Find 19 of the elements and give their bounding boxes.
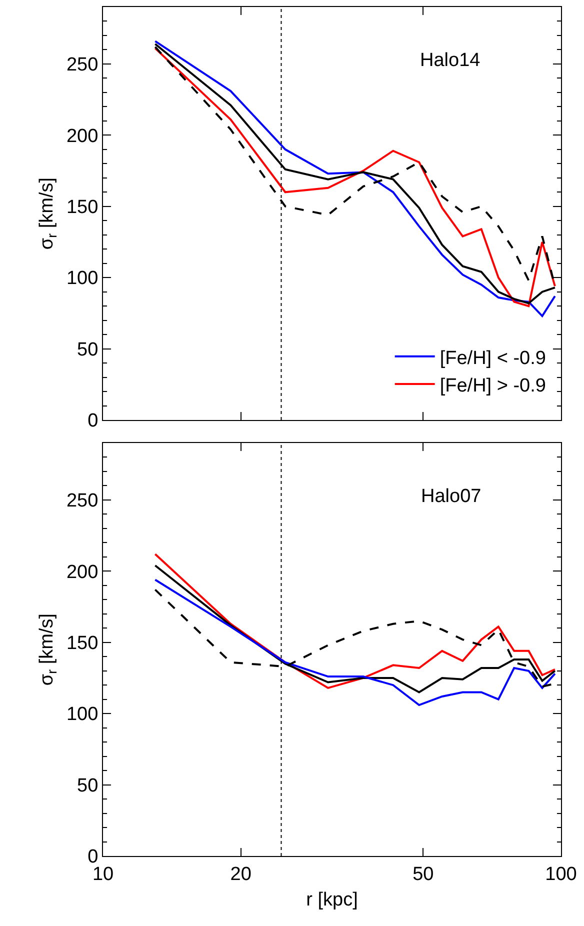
y-tick-label: 200 bbox=[66, 126, 98, 147]
legend-label: [Fe/H] < -0.9 bbox=[440, 348, 546, 369]
legend-label: [Fe/H] > -0.9 bbox=[440, 375, 546, 396]
y-tick-label: 250 bbox=[66, 490, 98, 512]
x-tick-label: 50 bbox=[412, 864, 434, 885]
text: Halo14 bbox=[420, 50, 481, 71]
x-tick-label: 100 bbox=[545, 864, 577, 885]
text: Halo07 bbox=[421, 486, 482, 507]
y-tick-label: 250 bbox=[66, 54, 98, 76]
y-tick-label: 150 bbox=[66, 197, 98, 218]
x-axis-title: r [kpc] bbox=[306, 890, 358, 911]
y-tick-label: 100 bbox=[66, 704, 98, 726]
x-tick-label: 20 bbox=[230, 864, 252, 885]
y-tick-label: 200 bbox=[66, 562, 98, 583]
y-tick-label: 0 bbox=[88, 410, 98, 432]
y-tick-label: 150 bbox=[66, 633, 98, 654]
y-tick-label: 100 bbox=[66, 268, 98, 290]
y-tick-label: 50 bbox=[77, 775, 98, 796]
y-tick-label: 50 bbox=[77, 339, 98, 360]
